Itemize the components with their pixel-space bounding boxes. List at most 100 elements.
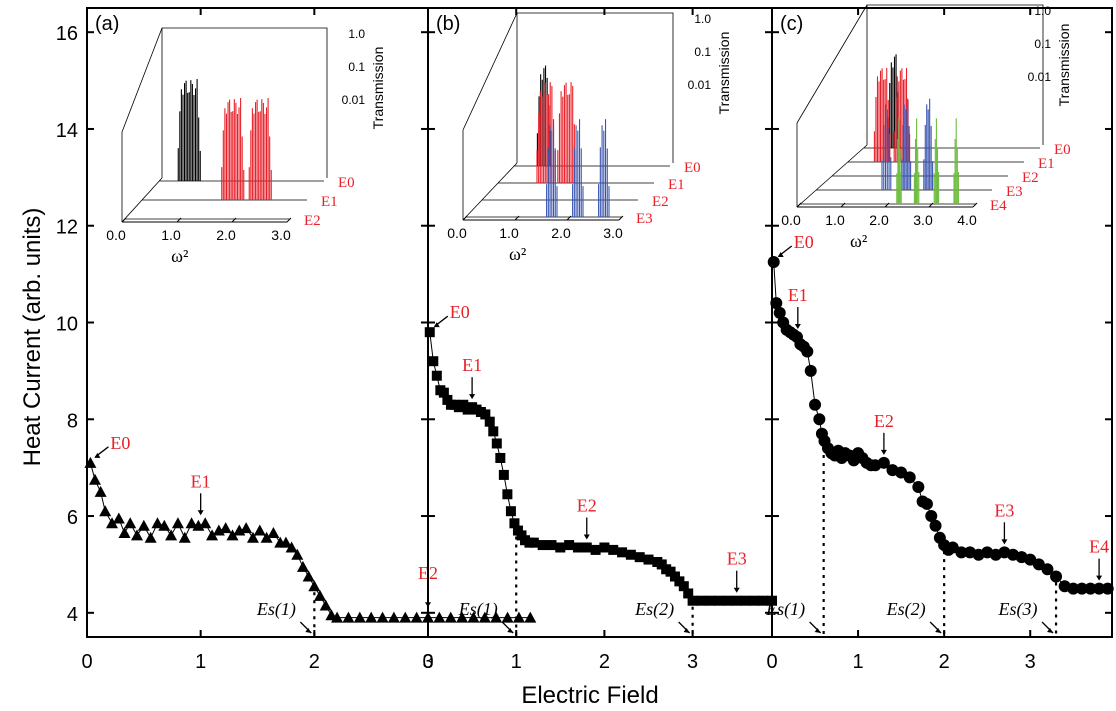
- inset-depth-edge: [462, 162, 518, 221]
- data-point: [1101, 582, 1114, 595]
- data-point: [480, 409, 491, 420]
- data-point: [498, 469, 509, 480]
- panel-label: (b): [436, 13, 460, 35]
- data-point: [502, 489, 513, 500]
- annotation-label: E0: [794, 232, 814, 252]
- inset-x-tick-label: 3.0: [603, 225, 623, 241]
- data-point: [634, 552, 645, 563]
- data-point: [219, 522, 232, 534]
- data-point: [240, 522, 253, 534]
- data-point: [279, 536, 292, 548]
- inset-row-label: E3: [636, 211, 653, 227]
- inset-row-label: E4: [990, 198, 1007, 214]
- x-tick-label: 3: [687, 651, 698, 673]
- data-point: [226, 529, 239, 541]
- panel-label: (a): [95, 13, 119, 35]
- inset-row-label: E3: [1006, 184, 1023, 200]
- inset-row-label: E1: [1038, 156, 1055, 172]
- inset-z-tick-label: 1.0: [348, 27, 365, 41]
- data-point: [683, 588, 694, 599]
- data-point: [501, 611, 514, 623]
- y-tick-label: 14: [56, 120, 78, 142]
- inset-row-label: E0: [1054, 142, 1071, 158]
- annotation-arrowhead: [794, 324, 801, 330]
- data-point: [131, 529, 144, 541]
- y-tick-label: 16: [56, 23, 78, 45]
- inset-z-tick-label: 0.01: [342, 93, 366, 107]
- inset-z-tick-label: 0.1: [1034, 37, 1051, 51]
- inset-x-tick: [840, 202, 846, 208]
- threshold-arrowhead: [1047, 628, 1054, 633]
- data-point: [444, 611, 457, 623]
- data-point: [572, 542, 583, 553]
- data-point: [528, 537, 539, 548]
- data-point: [804, 364, 817, 377]
- data-point: [801, 345, 814, 358]
- data-point: [925, 510, 938, 523]
- inset-depth-edge: [796, 4, 868, 124]
- data-point: [491, 438, 502, 449]
- threshold-label: Es(1): [458, 599, 498, 620]
- x-tick-label: 3: [422, 651, 433, 673]
- inset-z-axis-label: Transmission: [370, 47, 386, 130]
- data-point: [112, 512, 125, 524]
- data-point: [387, 611, 400, 623]
- data-point: [199, 517, 212, 529]
- annotation-label: E1: [462, 355, 482, 375]
- annotation-label: E1: [191, 471, 211, 491]
- data-point: [424, 327, 435, 338]
- inset-z-axis-label: Transmission: [716, 32, 732, 115]
- x-tick-label: 3: [1025, 651, 1036, 673]
- inset-x-tick-label: 0.0: [106, 227, 126, 243]
- y-tick-label: 8: [67, 410, 78, 432]
- x-tick-label: 2: [599, 651, 610, 673]
- inset-x-tick: [566, 215, 572, 221]
- annotation-label: E1: [788, 285, 808, 305]
- data-point: [296, 560, 309, 572]
- annotation-label: E3: [994, 500, 1014, 520]
- inset-z-tick-label: 0.1: [694, 45, 711, 59]
- inset-z-tick-label: 0.01: [1028, 70, 1052, 84]
- inset-depth-edge: [462, 12, 518, 131]
- y-tick-label: 10: [56, 314, 78, 336]
- inset-back-wall: [866, 4, 1044, 145]
- inset-row-label: E2: [1022, 170, 1039, 186]
- annotation-arrowhead: [583, 534, 590, 540]
- annotation-label: E2: [577, 495, 597, 515]
- data-point: [165, 529, 178, 541]
- inset-row-label: E2: [652, 194, 669, 210]
- inset-z-tick-label: 0.1: [348, 60, 365, 74]
- data-point: [809, 398, 822, 411]
- data-point: [1067, 582, 1080, 595]
- data-point: [118, 526, 131, 538]
- inset-z-tick-label: 0.01: [688, 78, 712, 92]
- inset-x-tick: [972, 202, 978, 208]
- inset-depth-edge: [121, 27, 163, 133]
- inset-z-tick-label: 1.0: [1034, 4, 1051, 18]
- x-tick-label: 1: [511, 651, 522, 673]
- data-point: [696, 595, 707, 606]
- inset-x-tick: [231, 217, 237, 223]
- inset-z-tick-label: 1.0: [694, 12, 711, 26]
- threshold-label: Es(2): [634, 599, 674, 620]
- data-point: [731, 595, 742, 606]
- data-point: [178, 531, 191, 543]
- panel-c: 0 1 2 3(c)Es(1) Es(2) Es(3)E0E1E2E3E4E0E1E2E3…: [765, 4, 1114, 673]
- annotation-arrowhead: [1001, 539, 1008, 545]
- x-tick-label: 0: [422, 651, 433, 673]
- data-point: [488, 426, 499, 437]
- threshold-arrowhead: [814, 628, 821, 633]
- data-point: [740, 595, 751, 606]
- data-point: [308, 580, 321, 592]
- threshold-arrowhead: [305, 628, 312, 633]
- y-tick-label: 4: [67, 604, 78, 626]
- data-point: [467, 611, 480, 623]
- annotation-arrowhead: [94, 452, 101, 458]
- data-point: [260, 531, 273, 543]
- data-point: [410, 611, 423, 623]
- data-point: [714, 595, 725, 606]
- data-point: [625, 549, 636, 560]
- data-point: [94, 485, 107, 497]
